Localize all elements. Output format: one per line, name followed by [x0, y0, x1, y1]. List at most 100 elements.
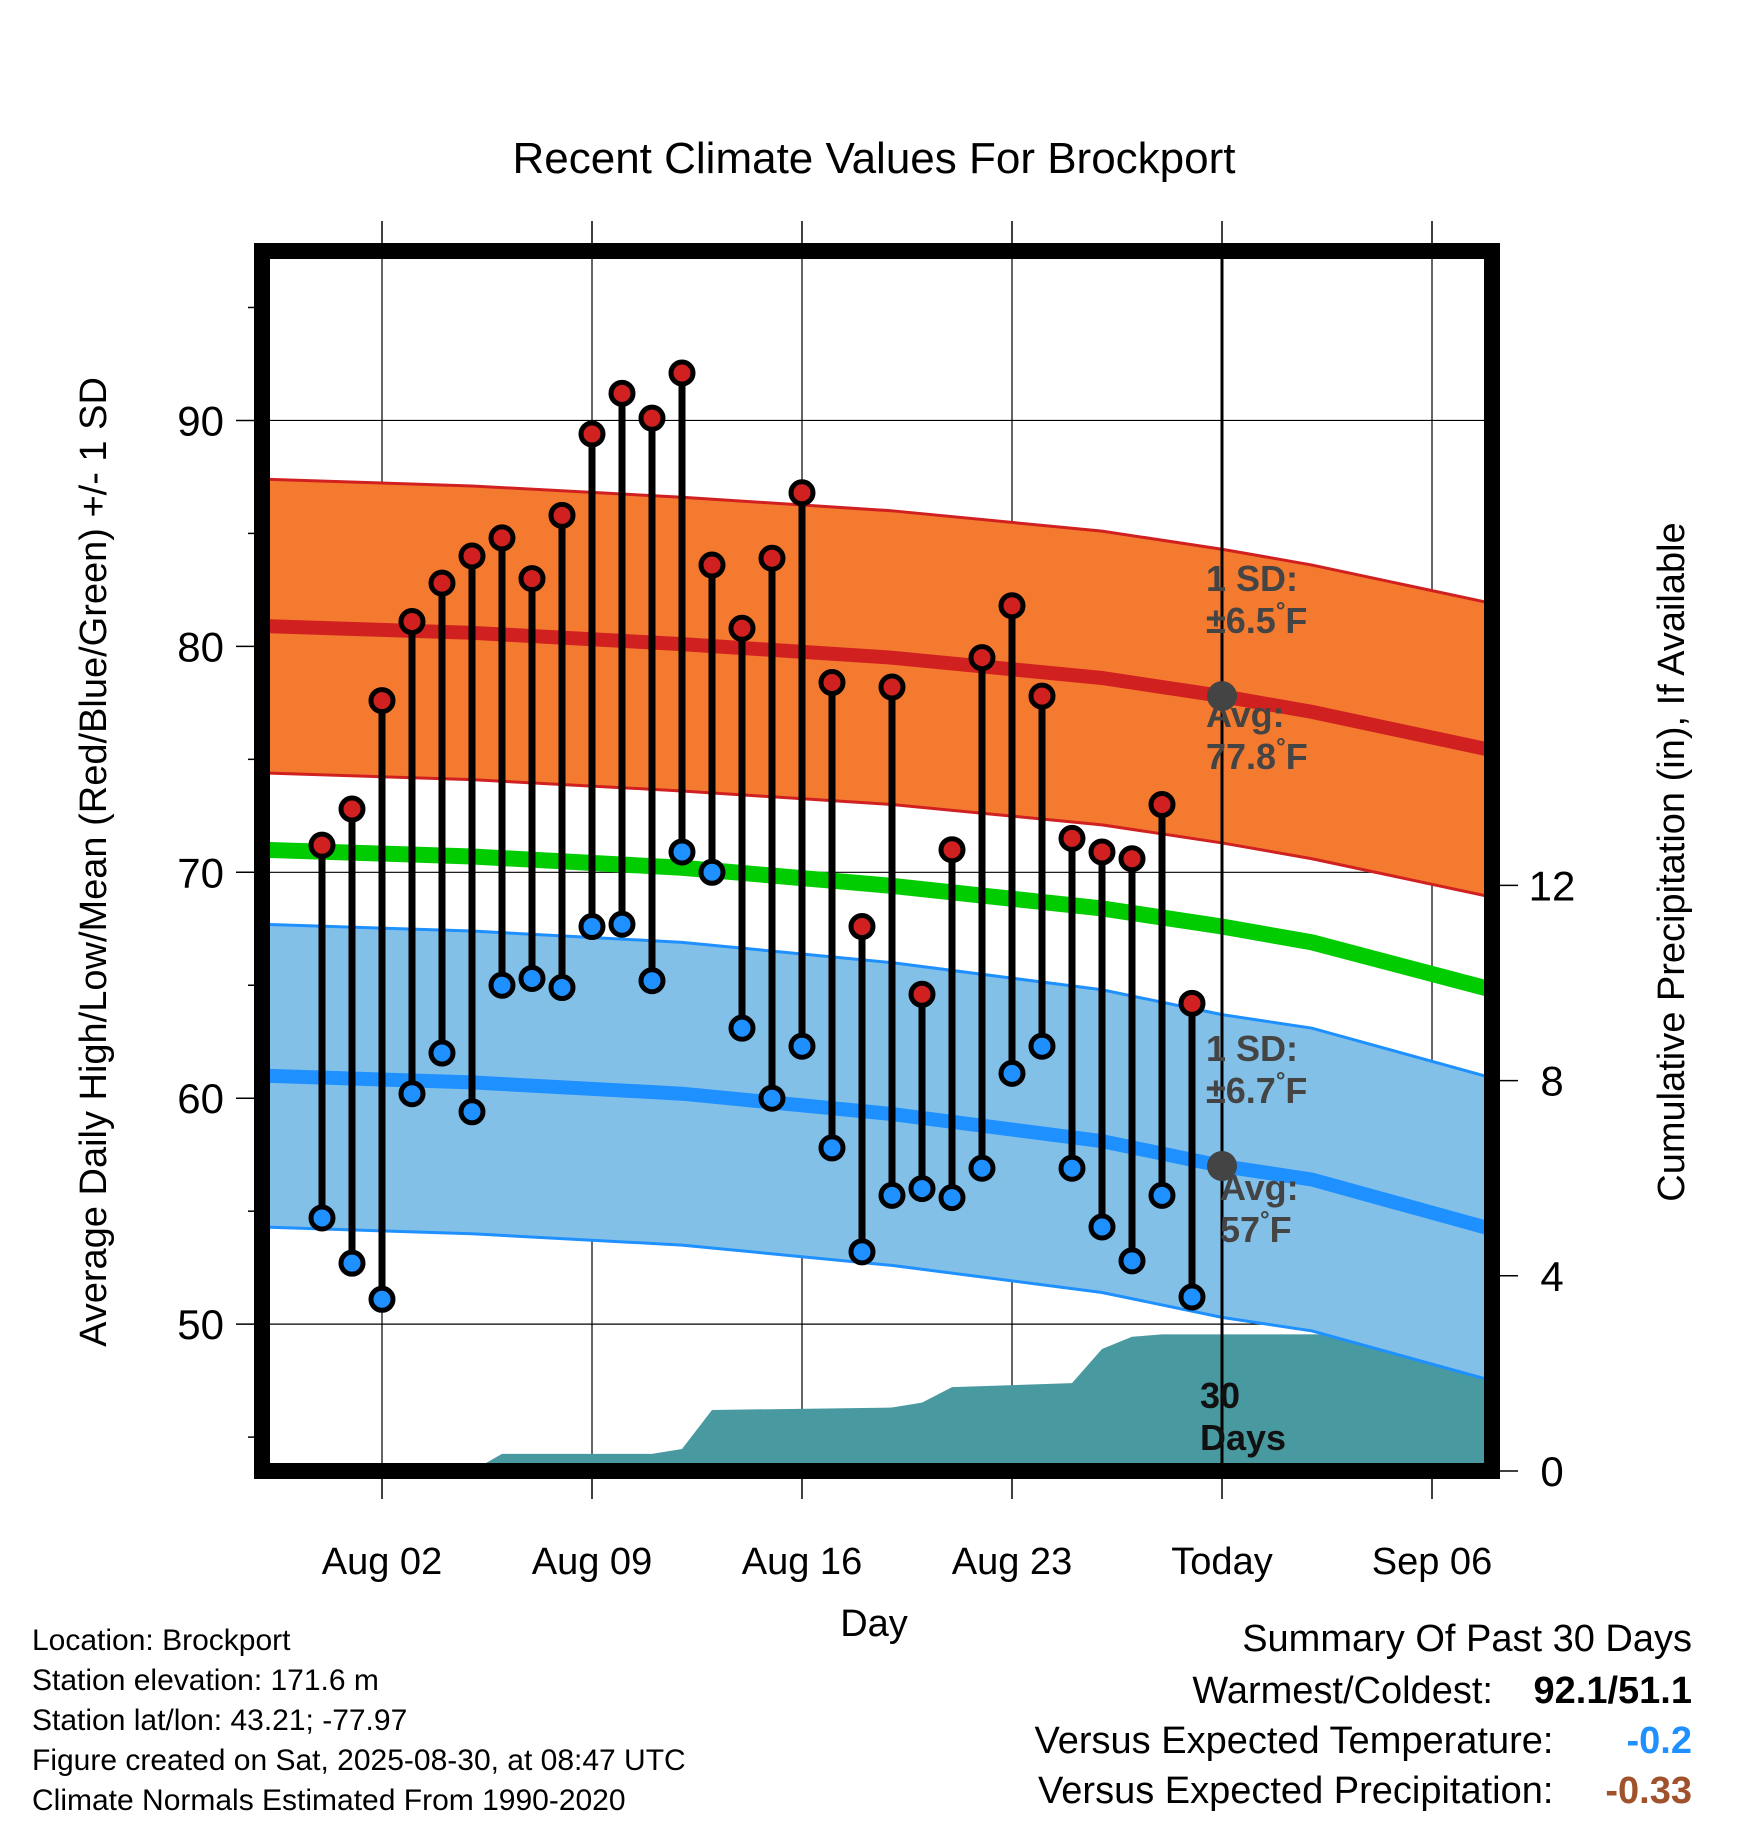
- high-sd-annotation-number: ±6.5: [1206, 600, 1276, 641]
- avg-mean-line: [262, 841, 1492, 998]
- y-axis-label: Average Daily High/Low/Mean (Red/Blue/Gr…: [73, 377, 115, 1347]
- daily-low-point: [698, 858, 726, 886]
- daily-low-point: [908, 1175, 936, 1203]
- y2-tick-label: 12: [1529, 862, 1576, 909]
- y2-tick-label: 8: [1540, 1058, 1563, 1105]
- daily-high-point: [698, 551, 726, 579]
- y-tick-label: 90: [177, 397, 224, 444]
- summary-temp-departure: Versus Expected Temperature: -0.2: [1035, 1720, 1692, 1763]
- high-sd-annotation-value: ±6.5°F: [1206, 598, 1307, 641]
- daily-low-point: [1148, 1181, 1176, 1209]
- high-sd-band: [262, 479, 1492, 898]
- high-avg-annotation-number: 77.8: [1206, 736, 1276, 777]
- high-avg-annotation-unit-letter: F: [1286, 736, 1308, 777]
- x-tick-label: Aug 16: [742, 1541, 862, 1583]
- info-elevation: Station elevation: 171.6 m: [32, 1664, 379, 1697]
- temp-departure-label: Versus Expected Temperature:: [1034, 1720, 1554, 1762]
- daily-low-point: [788, 1032, 816, 1060]
- low-avg-annotation-value: 57°F: [1220, 1207, 1292, 1250]
- daily-low-point: [578, 913, 606, 941]
- y2-tick-label: 4: [1540, 1253, 1563, 1300]
- info-latlon: Station lat/lon: 43.21; -77.97: [32, 1704, 408, 1737]
- high-sd-upper-edge: [262, 477, 1492, 605]
- y-tick-label: 50: [177, 1301, 224, 1348]
- days-window-label-line2: Days: [1200, 1417, 1286, 1458]
- today-avg-low-marker: [1207, 1151, 1237, 1181]
- x-tick-label: Today: [1171, 1541, 1272, 1583]
- high-sd-lower-edge: [262, 771, 1492, 899]
- high-sd-annotation-unit-letter: F: [1285, 600, 1307, 641]
- low-sd-band: [262, 924, 1492, 1381]
- warmest-coldest-label: Warmest/Coldest:: [1192, 1670, 1493, 1712]
- daily-high-point: [548, 501, 576, 529]
- precip-area-layer: [442, 1334, 1492, 1471]
- warmest-coldest-value: 92.1/51.1: [1533, 1670, 1692, 1712]
- daily-low-point: [878, 1181, 906, 1209]
- low-avg-annotation-unit-letter: F: [1270, 1209, 1292, 1250]
- daily-low-point: [1178, 1283, 1206, 1311]
- daily-low-point: [968, 1154, 996, 1182]
- daily-high-point: [1028, 682, 1056, 710]
- daily-high-point: [788, 479, 816, 507]
- axes-layer: Aug 02 Aug 09 Aug 16 Aug 23 Today Sep 06 50 60 7…: [177, 221, 1575, 1583]
- daily-low-point: [518, 964, 546, 992]
- y-tick-label: 70: [177, 849, 224, 896]
- x-tick-label: Aug 02: [322, 1541, 442, 1583]
- daily-high-point: [758, 544, 786, 572]
- daily-high-point: [668, 359, 696, 387]
- y2-axis-label: Cumulative Precipitation (in), If Availa…: [1651, 522, 1693, 1201]
- daily-high-point: [728, 614, 756, 642]
- precip-departure-value: -0.33: [1605, 1770, 1692, 1812]
- y2-tick-label: 0: [1540, 1448, 1563, 1495]
- daily-high-point: [998, 592, 1026, 620]
- high-sd-annotation-unit-degree: °: [1276, 598, 1286, 625]
- daily-low-point: [818, 1134, 846, 1162]
- low-sd-annotation-heading: 1 SD:: [1206, 1028, 1298, 1069]
- daily-low-point: [338, 1249, 366, 1277]
- daily-high-point: [818, 669, 846, 697]
- daily-high-point: [638, 404, 666, 432]
- low-sd-annotation-value: ±6.7°F: [1206, 1068, 1307, 1111]
- daily-high-point: [518, 565, 546, 593]
- high-avg-annotation-value: 77.8°F: [1206, 734, 1308, 777]
- daily-high-point: [428, 569, 456, 597]
- avg-high-line: [262, 619, 1492, 758]
- daily-high-point: [488, 524, 516, 552]
- low-avg-annotation-unit-degree: °: [1260, 1207, 1270, 1234]
- summary-warmest-coldest: Warmest/Coldest: 92.1/51.1: [1192, 1670, 1692, 1713]
- daily-low-point: [488, 971, 516, 999]
- normal-bands-layer: [262, 477, 1492, 1383]
- daily-high-point: [398, 608, 426, 636]
- low-avg-annotation-heading: Avg:: [1220, 1167, 1299, 1208]
- daily-high-point: [1088, 838, 1116, 866]
- x-tick-label: Aug 23: [952, 1541, 1072, 1583]
- x-tick-label: Aug 09: [532, 1541, 652, 1583]
- daily-high-point: [968, 644, 996, 672]
- daily-high-point: [1148, 791, 1176, 819]
- daily-low-point: [428, 1039, 456, 1067]
- summary-title: Summary Of Past 30 Days: [1242, 1618, 1692, 1660]
- daily-low-point: [1058, 1154, 1086, 1182]
- y-tick-label: 80: [177, 623, 224, 670]
- daily-low-point: [1088, 1213, 1116, 1241]
- daily-high-point: [308, 831, 336, 859]
- info-normals: Climate Normals Estimated From 1990-2020: [32, 1784, 626, 1817]
- daily-low-point: [938, 1184, 966, 1212]
- daily-high-point: [1178, 989, 1206, 1017]
- daily-low-point: [998, 1059, 1026, 1087]
- avg-low-line: [262, 1068, 1492, 1237]
- daily-low-point: [398, 1080, 426, 1108]
- low-avg-annotation-number: 57: [1220, 1209, 1260, 1250]
- y-tick-label: 60: [177, 1075, 224, 1122]
- daily-high-point: [878, 673, 906, 701]
- daily-low-point: [638, 967, 666, 995]
- info-location: Location: Brockport: [32, 1624, 291, 1657]
- daily-high-point: [938, 836, 966, 864]
- daily-low-point: [548, 974, 576, 1002]
- chart-title: Recent Climate Values For Brockport: [512, 134, 1235, 183]
- low-sd-upper-edge: [262, 922, 1492, 1080]
- high-avg-annotation-heading: Avg:: [1206, 694, 1285, 735]
- plot-frame: [254, 243, 1500, 1479]
- high-avg-annotation-unit-degree: °: [1276, 734, 1286, 761]
